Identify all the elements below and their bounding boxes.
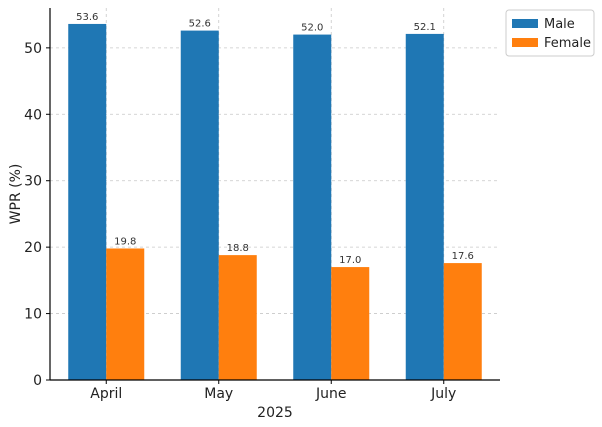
x-tick-label: July bbox=[430, 386, 456, 402]
data-label-male-june: 52.0 bbox=[301, 23, 323, 34]
bar-female-july bbox=[443, 263, 482, 380]
data-label-male-may: 52.6 bbox=[189, 19, 211, 30]
legend-label-female: Female bbox=[544, 36, 591, 51]
bar-female-april bbox=[106, 248, 145, 380]
bar-female-may bbox=[218, 255, 257, 380]
x-tick-label: April bbox=[90, 386, 122, 402]
data-label-female-july: 17.6 bbox=[452, 251, 474, 262]
data-label-male-july: 52.1 bbox=[414, 22, 436, 33]
data-labels: 53.6 52.6 52.0 52.1 19.8 18.8 17.0 17.6 bbox=[76, 12, 474, 266]
bars bbox=[68, 23, 482, 381]
bar-male-june bbox=[293, 34, 332, 380]
x-tick-label: May bbox=[204, 386, 233, 402]
x-tick-label: June bbox=[315, 386, 347, 402]
y-tick-label: 30 bbox=[24, 174, 42, 190]
data-label-male-april: 53.6 bbox=[76, 12, 98, 23]
legend-swatch-female bbox=[512, 38, 538, 47]
y-tick-label: 20 bbox=[24, 240, 42, 256]
y-axis-title: WPR (%) bbox=[8, 164, 24, 225]
x-axis-title: 2025 bbox=[257, 405, 293, 421]
bar-male-july bbox=[405, 33, 444, 381]
data-label-female-june: 17.0 bbox=[339, 255, 361, 266]
bar-male-april bbox=[68, 23, 107, 380]
y-tick-label: 50 bbox=[24, 41, 42, 57]
legend-label-male: Male bbox=[544, 17, 575, 32]
legend: Male Female bbox=[505, 9, 595, 57]
bar-female-june bbox=[331, 267, 370, 380]
y-tick-label: 0 bbox=[33, 373, 42, 389]
data-label-female-may: 18.8 bbox=[227, 243, 249, 254]
axes: 0 10 20 30 40 50 April May June July 2025 WPR (%) bbox=[8, 8, 500, 421]
legend-swatch-male bbox=[512, 19, 538, 28]
y-tick-label: 40 bbox=[24, 107, 42, 123]
data-label-female-april: 19.8 bbox=[114, 236, 136, 247]
y-tick-label: 10 bbox=[24, 307, 42, 323]
bar-male-may bbox=[180, 30, 219, 380]
